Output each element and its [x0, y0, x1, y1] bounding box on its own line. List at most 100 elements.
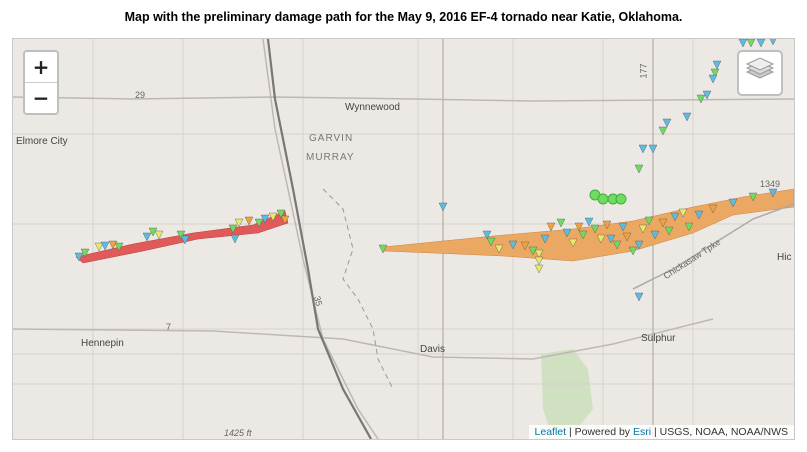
park-area [541, 349, 593, 439]
damage-marker[interactable] [696, 94, 706, 104]
damage-marker[interactable] [520, 241, 530, 251]
zoom-out-button[interactable]: − [25, 82, 57, 113]
damage-marker[interactable] [584, 217, 594, 227]
damage-marker[interactable] [260, 214, 270, 224]
damage-marker[interactable] [678, 208, 688, 218]
damage-marker[interactable] [80, 248, 90, 258]
damage-marker[interactable] [658, 126, 668, 136]
damage-marker[interactable] [748, 192, 758, 202]
damage-marker[interactable] [562, 228, 572, 238]
damage-marker[interactable] [234, 218, 244, 228]
damage-marker[interactable] [114, 242, 124, 252]
damage-marker[interactable] [482, 230, 492, 240]
damage-marker[interactable] [268, 212, 278, 222]
damage-marker[interactable] [228, 224, 238, 234]
damage-marker[interactable] [694, 210, 704, 220]
damage-marker[interactable] [574, 222, 584, 232]
damage-marker[interactable] [280, 215, 290, 225]
damage-marker[interactable] [708, 204, 718, 214]
damage-marker[interactable] [568, 238, 578, 248]
damage-marker[interactable] [634, 240, 644, 250]
damage-marker-circle[interactable] [597, 193, 609, 205]
damage-marker[interactable] [534, 256, 544, 266]
label-elmore-city: Elmore City [16, 136, 68, 147]
road-label-29: 29 [135, 90, 146, 100]
damage-marker[interactable] [438, 202, 448, 212]
chickasaw-turnpike [632, 203, 794, 290]
damage-marker[interactable] [94, 242, 104, 252]
damage-marker[interactable] [540, 234, 550, 244]
damage-marker[interactable] [738, 39, 748, 48]
damage-marker[interactable] [546, 222, 556, 232]
damage-marker[interactable] [638, 144, 648, 154]
esri-link[interactable]: Esri [632, 426, 652, 438]
damage-marker[interactable] [638, 224, 648, 234]
damage-marker[interactable] [662, 118, 672, 128]
damage-marker[interactable] [596, 234, 606, 244]
damage-marker[interactable] [148, 227, 158, 237]
powered-by-text: | Powered by [568, 426, 631, 438]
damage-marker[interactable] [650, 230, 660, 240]
damage-marker[interactable] [634, 292, 644, 302]
damage-marker[interactable] [154, 230, 164, 240]
damage-marker[interactable] [534, 264, 544, 274]
road-label-177: 177 [638, 63, 649, 79]
damage-marker[interactable] [768, 188, 778, 198]
damage-marker[interactable] [254, 218, 264, 228]
damage-marker[interactable] [664, 226, 674, 236]
label-garvin-county: GARVIN [309, 133, 354, 144]
label-wynnewood: Wynnewood [345, 102, 400, 113]
damage-marker[interactable] [644, 216, 654, 226]
damage-marker[interactable] [712, 60, 722, 70]
damage-marker[interactable] [756, 39, 766, 48]
damage-marker[interactable] [710, 68, 720, 78]
layers-button[interactable] [737, 50, 783, 96]
damage-marker[interactable] [176, 230, 186, 240]
elevation-label: 1425 ft [224, 428, 252, 438]
damage-marker[interactable] [708, 74, 718, 84]
damage-marker[interactable] [486, 237, 496, 247]
damage-marker[interactable] [746, 39, 756, 48]
damage-marker[interactable] [648, 144, 658, 154]
damage-marker[interactable] [534, 249, 544, 259]
damage-marker[interactable] [602, 220, 612, 230]
damage-marker[interactable] [556, 218, 566, 228]
damage-marker[interactable] [528, 246, 538, 256]
label-hennepin: Hennepin [81, 338, 124, 349]
damage-marker[interactable] [606, 234, 616, 244]
map-view[interactable]: Elmore City Wynnewood GARVIN MURRAY Henn… [12, 38, 795, 440]
damage-marker[interactable] [508, 240, 518, 250]
damage-marker[interactable] [728, 198, 738, 208]
damage-marker[interactable] [702, 90, 712, 100]
highways [13, 39, 794, 439]
damage-marker[interactable] [230, 234, 240, 244]
damage-marker[interactable] [682, 112, 692, 122]
layers-icon [745, 57, 775, 79]
damage-marker[interactable] [622, 232, 632, 242]
damage-marker[interactable] [142, 232, 152, 242]
map-canvas[interactable] [13, 39, 794, 439]
damage-marker[interactable] [590, 224, 600, 234]
damage-marker[interactable] [74, 252, 84, 262]
damage-marker[interactable] [634, 164, 644, 174]
damage-marker[interactable] [180, 235, 190, 245]
damage-marker[interactable] [276, 209, 286, 219]
damage-marker[interactable] [684, 222, 694, 232]
zoom-in-button[interactable]: + [32, 55, 50, 79]
damage-marker[interactable] [670, 212, 680, 222]
damage-marker[interactable] [628, 246, 638, 256]
damage-marker[interactable] [494, 244, 504, 254]
zoom-control: + − [23, 50, 59, 115]
damage-marker[interactable] [244, 216, 254, 226]
damage-marker[interactable] [612, 240, 622, 250]
damage-marker-circle[interactable] [615, 193, 627, 205]
damage-marker[interactable] [658, 218, 668, 228]
damage-marker[interactable] [100, 241, 110, 251]
sources-text: | USGS, NOAA, NOAA/NWS [654, 426, 788, 438]
damage-marker[interactable] [378, 244, 388, 254]
damage-marker[interactable] [578, 230, 588, 240]
leaflet-link[interactable]: Leaflet [534, 426, 567, 438]
damage-marker[interactable] [769, 39, 777, 46]
damage-marker[interactable] [618, 222, 628, 232]
label-hi: Hic [777, 252, 792, 263]
